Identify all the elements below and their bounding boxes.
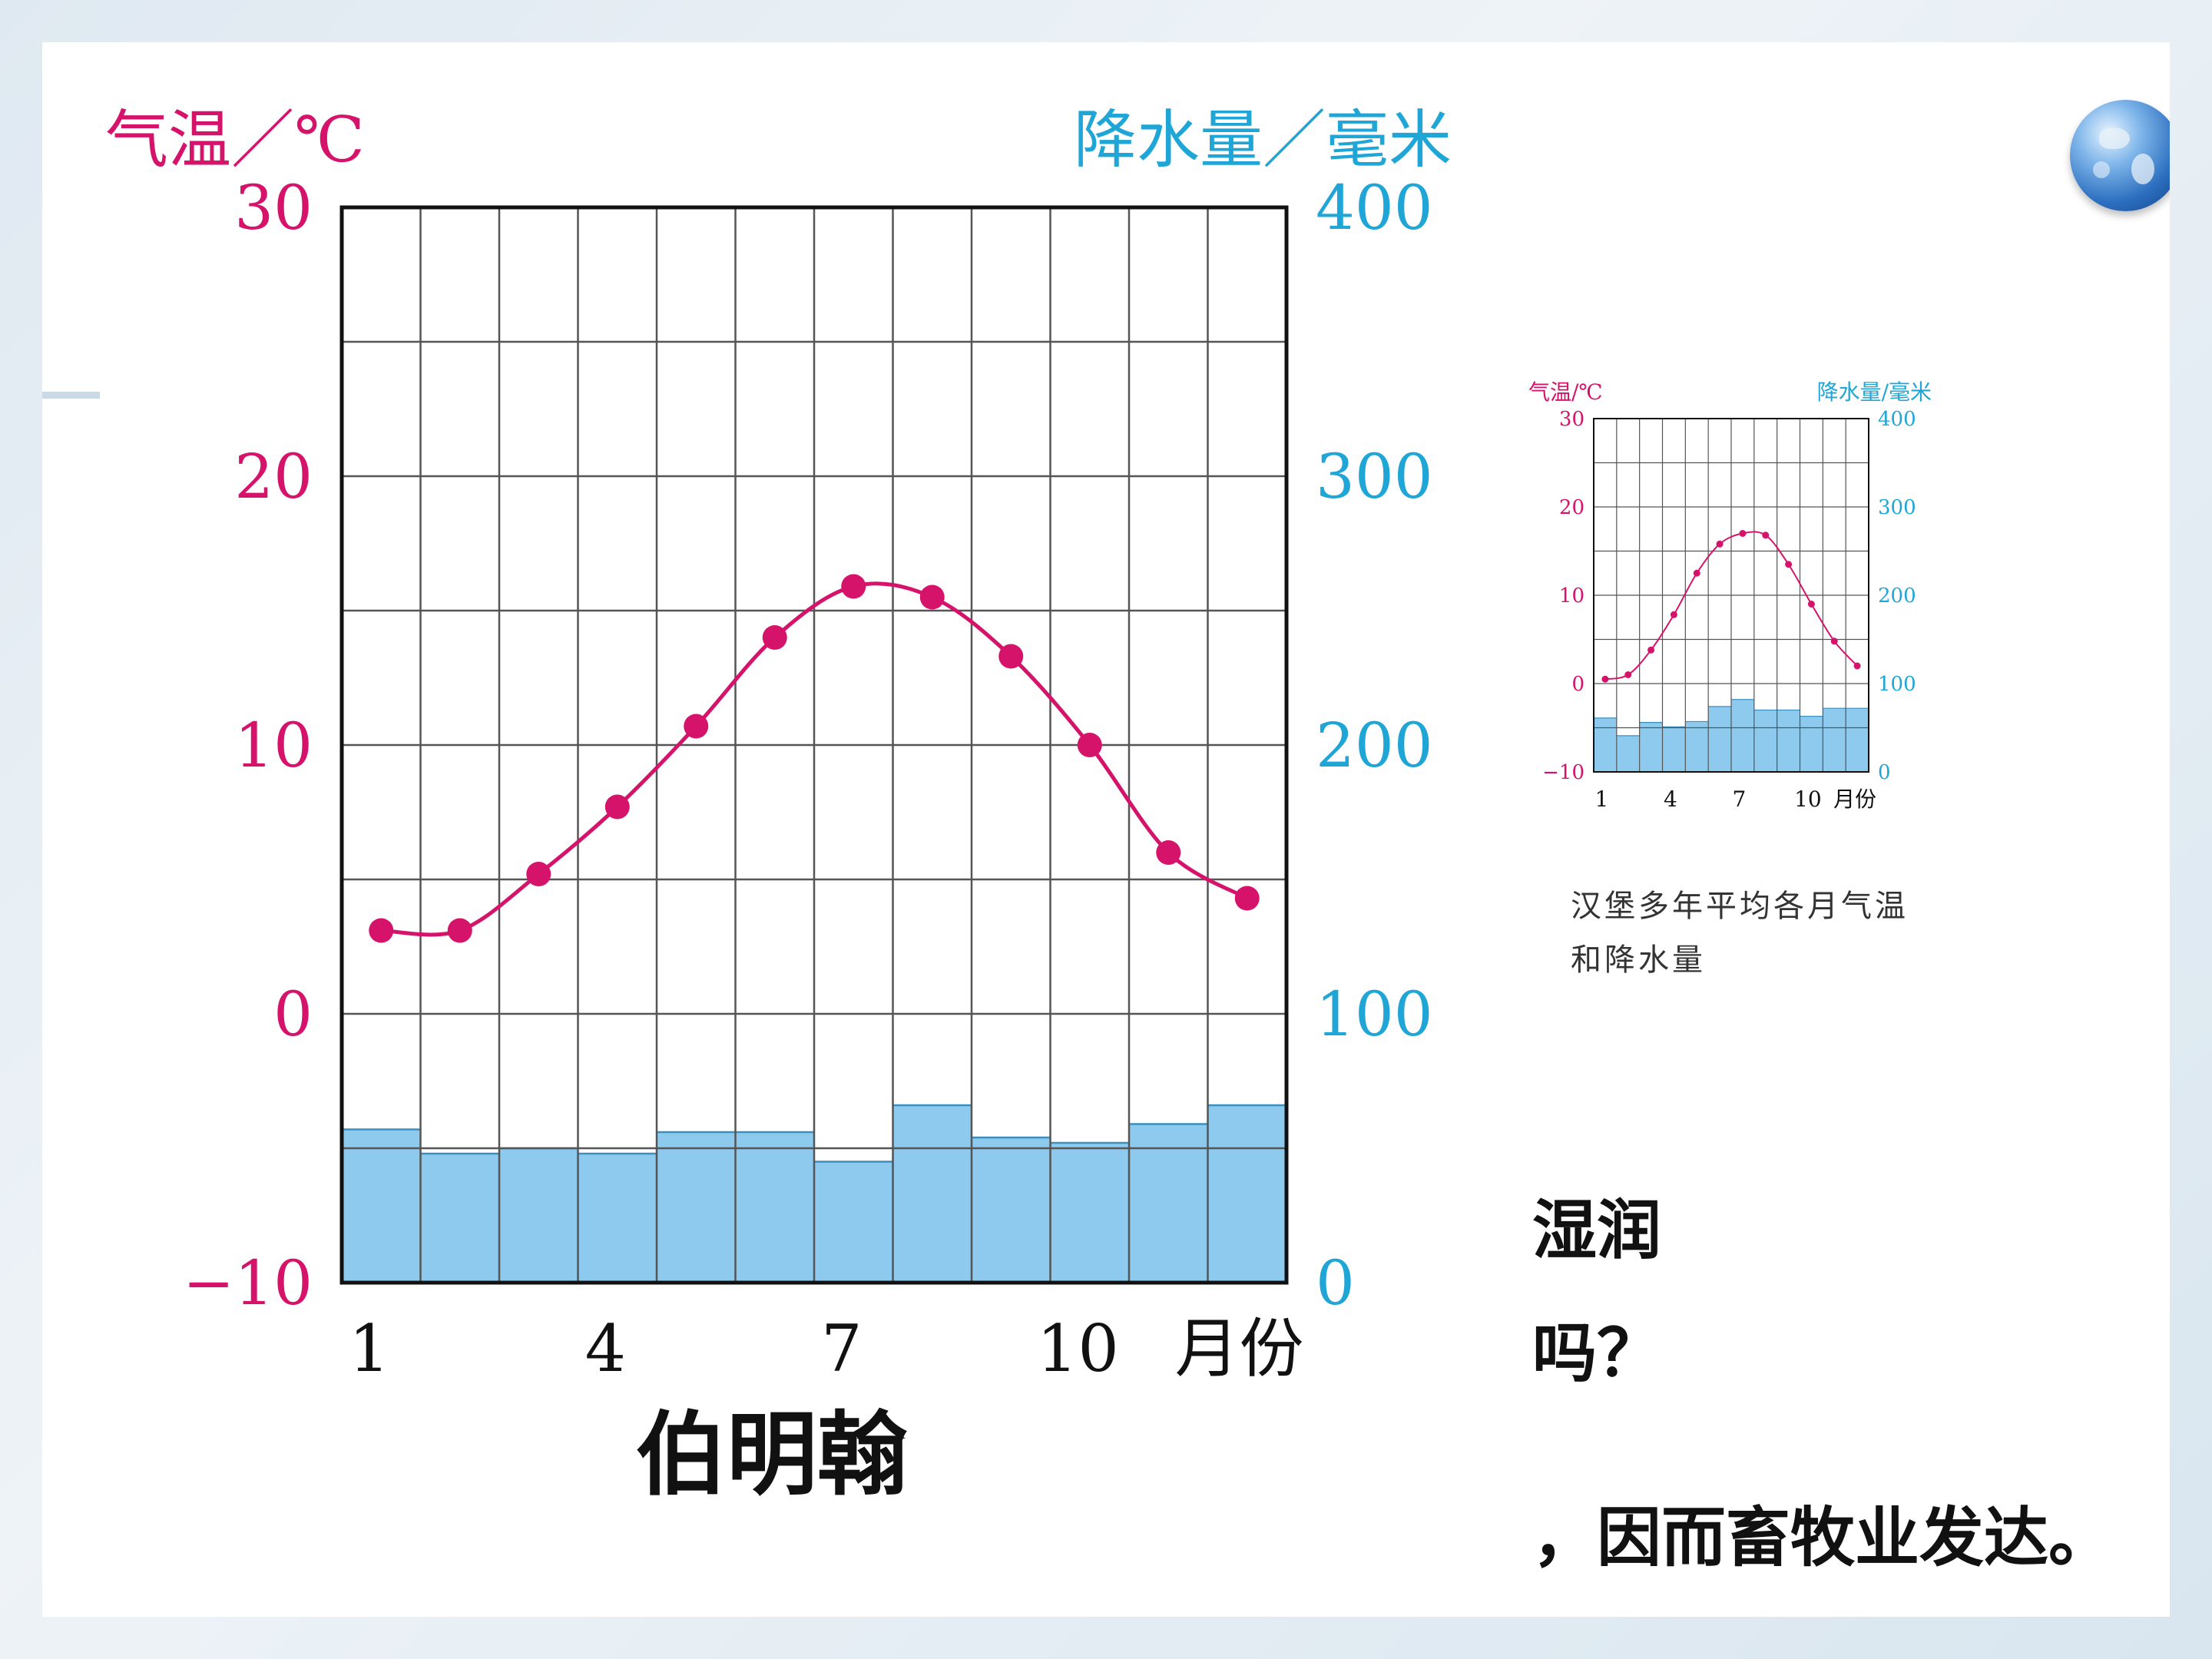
precipitation-bar: [1685, 721, 1709, 772]
temperature-point: [1077, 733, 1102, 757]
temperature-tick-label: 10: [234, 710, 313, 781]
temperature-axis-title: 气温／℃: [105, 104, 365, 177]
precipitation-bar: [1800, 716, 1823, 772]
month-tick-label: 7: [1733, 786, 1747, 812]
temperature-point: [998, 644, 1024, 669]
temperature-tick-label: 0: [1571, 673, 1584, 696]
precipitation-bar: [1594, 717, 1617, 772]
globe-icon: [2070, 100, 2170, 211]
plot-frame: [1593, 418, 1869, 773]
temperature-tick-label: 0: [273, 979, 313, 1050]
temperature-tick-label: 30: [1559, 408, 1584, 431]
plot-frame: [339, 205, 1289, 1285]
slide-text-line-1: 湿润: [1532, 1193, 1662, 1268]
temperature-point: [1234, 886, 1260, 911]
month-tick-label: 4: [1664, 786, 1677, 812]
precipitation-bar: [420, 1154, 499, 1283]
temperature-point: [1670, 611, 1677, 618]
precipitation-bar: [1616, 735, 1640, 772]
month-tick-label: 10: [1794, 786, 1822, 812]
precipitation-bar: [342, 1129, 421, 1283]
precipitation-bar: [1731, 699, 1754, 772]
precipitation-tick-label: 100: [1878, 673, 1916, 696]
precipitation-bar: [657, 1132, 736, 1283]
precipitation-bar: [1777, 710, 1800, 772]
precipitation-bar: [972, 1137, 1051, 1283]
temperature-point: [1693, 569, 1700, 577]
temperature-point: [604, 794, 630, 820]
precipitation-axis-title: 降水量／毫米: [1074, 104, 1452, 177]
precipitation-tick-label: 400: [1316, 172, 1433, 243]
x-axis-label: 月份: [1833, 786, 1876, 812]
thumbnail-caption: 汉堡多年平均各月气温 和降水量: [1571, 879, 1970, 987]
temperature-point: [369, 918, 394, 943]
temperature-point: [841, 574, 866, 599]
temperature-point: [684, 714, 709, 739]
precipitation-tick-label: 300: [1878, 496, 1916, 519]
temperature-point: [1807, 601, 1815, 608]
month-tick-label: 1: [1595, 786, 1609, 812]
thumbnail-caption-line-1: 汉堡多年平均各月气温: [1571, 889, 1909, 924]
month-tick-label: 4: [585, 1311, 626, 1386]
temperature-point: [1830, 637, 1838, 645]
decor-stripe: [42, 392, 100, 399]
month-tick-label: 7: [821, 1311, 862, 1386]
temperature-point: [762, 625, 787, 650]
precipitation-tick-label: 0: [1316, 1247, 1355, 1319]
temperature-point: [1647, 646, 1655, 654]
precipitation-bar: [578, 1154, 657, 1283]
precipitation-tick-label: 0: [1878, 761, 1891, 784]
x-axis-label: 月份: [1174, 1311, 1303, 1386]
precipitation-tick-label: 400: [1878, 408, 1916, 431]
temperature-point: [447, 918, 472, 943]
precipitation-tick-label: 300: [1316, 441, 1433, 512]
precipitation-bar: [1129, 1124, 1208, 1283]
temperature-tick-label: 10: [1559, 584, 1584, 608]
temperature-point: [526, 862, 551, 886]
temperature-point: [1762, 531, 1770, 539]
precipitation-bar: [1207, 1105, 1286, 1283]
precipitation-bar: [1753, 710, 1777, 772]
temperature-point: [1624, 671, 1632, 678]
temperature-point: [919, 584, 945, 610]
temperature-point: [1785, 561, 1793, 568]
precipitation-bar: [499, 1148, 578, 1283]
temperature-point: [1601, 675, 1609, 683]
precipitation-tick-label: 100: [1316, 979, 1433, 1050]
precipitation-bar: [1050, 1143, 1129, 1283]
temperature-point: [1739, 530, 1747, 537]
chart-title: 伯明翰: [636, 1402, 908, 1508]
precipitation-bar: [814, 1161, 893, 1283]
precipitation-tick-label: 200: [1878, 584, 1916, 608]
temperature-point: [1716, 540, 1724, 548]
month-tick-label: 1: [349, 1311, 389, 1386]
precipitation-bar: [1846, 708, 1869, 772]
precipitation-bar: [735, 1132, 814, 1283]
month-tick-label: 10: [1037, 1311, 1119, 1386]
thumbnail-caption-line-2: 和降水量: [1571, 942, 1706, 978]
temperature-tick-label: 20: [1559, 496, 1584, 519]
temperature-tick-label: −10: [1542, 761, 1584, 784]
temperature-point: [1156, 840, 1181, 865]
temperature-tick-label: 20: [234, 441, 313, 512]
precipitation-axis-title: 降水量/毫米: [1817, 379, 1932, 405]
precipitation-bar: [1708, 706, 1731, 772]
slide: 湿润 吗？ ，因而畜牧业发达。 汉堡多年平均各月气温 和降水量: [42, 42, 2170, 1617]
slide-text-line-3: ，因而畜牧业发达。: [1532, 1500, 2114, 1575]
precipitation-tick-label: 200: [1316, 710, 1433, 781]
precipitation-bar: [1823, 708, 1846, 772]
precipitation-bar: [1639, 722, 1663, 772]
precipitation-bar: [892, 1105, 972, 1283]
temperature-tick-label: −10: [183, 1247, 313, 1319]
temperature-axis-title: 气温/℃: [1528, 379, 1603, 405]
temperature-tick-label: 30: [234, 172, 313, 243]
precipitation-bar: [1662, 727, 1686, 772]
slide-text-line-2: 吗？: [1532, 1316, 1662, 1391]
temperature-point: [1853, 662, 1861, 670]
